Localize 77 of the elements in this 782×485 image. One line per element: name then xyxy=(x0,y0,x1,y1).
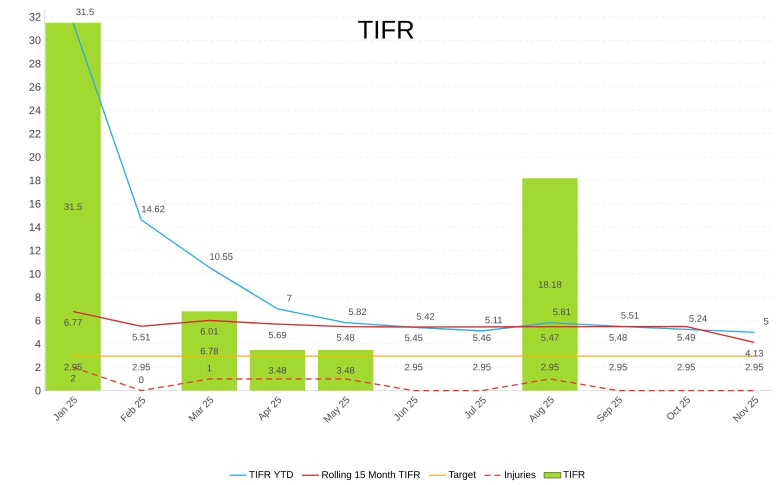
data-label: 5 xyxy=(764,318,768,325)
data-label: 2 xyxy=(70,375,76,382)
x-tick-label: Aug 25 xyxy=(530,396,554,423)
y-tick-label: 4 xyxy=(35,340,41,348)
data-label: 0 xyxy=(138,376,144,384)
data-label: 1 xyxy=(207,365,212,372)
data-label: 5.69 xyxy=(268,332,286,339)
data-label: 4.13 xyxy=(745,350,764,357)
y-tick-label: 2 xyxy=(36,364,40,372)
y-tick-label: 30 xyxy=(29,36,41,44)
data-label: 3.48 xyxy=(268,367,286,374)
y-tick-label: 20 xyxy=(29,153,41,162)
bar xyxy=(250,350,306,391)
data-label: 5.48 xyxy=(609,334,627,342)
data-label: 6.78 xyxy=(200,348,218,355)
data-label: 5.47 xyxy=(541,334,559,342)
x-tick-label: Jan 25 xyxy=(54,396,77,421)
data-label: 7 xyxy=(287,294,292,302)
data-label: 31.5 xyxy=(64,204,82,210)
data-label: 5.82 xyxy=(348,308,366,316)
data-label: 2.95 xyxy=(473,364,491,371)
y-tick-label: 12 xyxy=(30,246,40,254)
data-label: 10.55 xyxy=(210,253,233,260)
data-label: 2.95 xyxy=(678,364,695,371)
y-tick-label: 32 xyxy=(29,13,40,21)
x-tick-label: Apr 25 xyxy=(258,396,282,422)
data-label: 5.11 xyxy=(485,316,502,324)
data-label: 5.46 xyxy=(473,334,491,342)
legend-label: Injuries xyxy=(504,471,536,480)
x-tick-label: Sep 25 xyxy=(597,396,622,422)
legend-label: TIFR YTD xyxy=(249,471,293,478)
data-label: 2.95 xyxy=(405,364,422,371)
bar xyxy=(522,178,578,391)
y-tick-label: 26 xyxy=(29,83,41,92)
data-label: 3.48 xyxy=(336,367,354,374)
y-tick-label: 24 xyxy=(29,106,41,114)
data-label: 2.95 xyxy=(64,364,82,371)
data-label: 5.51 xyxy=(132,334,150,341)
legend-label: Rolling 15 Month TIFR xyxy=(322,471,420,480)
legend-label: Target xyxy=(448,471,476,480)
data-label: 2.95 xyxy=(609,364,627,371)
y-tick-label: 6 xyxy=(36,316,41,325)
y-tick-label: 22 xyxy=(29,130,40,138)
chart-title: TIFR xyxy=(358,21,414,39)
data-label: 5.81 xyxy=(553,308,571,316)
data-label: 6.01 xyxy=(200,328,218,335)
y-tick-label: 0 xyxy=(35,386,41,395)
bar xyxy=(182,312,238,391)
data-label: 5.45 xyxy=(404,334,422,342)
y-tick-label: 8 xyxy=(35,294,41,302)
data-label: 5.48 xyxy=(336,334,354,342)
x-tick-label: Nov 25 xyxy=(732,396,758,422)
x-tick-label: Mar 25 xyxy=(188,396,214,422)
bar xyxy=(318,350,374,391)
x-tick-label: May 25 xyxy=(323,396,350,424)
data-label: 5.24 xyxy=(689,315,707,322)
y-tick-label: 16 xyxy=(30,200,41,208)
data-label: 2.95 xyxy=(132,364,150,371)
legend-label: TIFR xyxy=(563,471,585,478)
bar xyxy=(45,22,101,391)
data-label: 2.95 xyxy=(541,364,559,371)
x-tick-label: Feb 25 xyxy=(120,396,146,422)
y-tick-label: 14 xyxy=(30,224,41,232)
data-label: 18.18 xyxy=(538,281,562,288)
y-tick-label: 28 xyxy=(29,60,41,68)
data-label: 14.62 xyxy=(142,206,164,213)
y-tick-label: 10 xyxy=(30,270,41,278)
data-label: 5.51 xyxy=(621,312,639,319)
x-tick-label: Jun 25 xyxy=(394,396,418,421)
data-label: 31.5 xyxy=(76,8,94,16)
data-label: 5.42 xyxy=(416,313,434,320)
y-tick-label: 18 xyxy=(30,176,41,184)
x-tick-label: Oct 25 xyxy=(667,396,690,420)
data-label: 6.77 xyxy=(64,319,82,326)
data-label: 5.49 xyxy=(677,334,695,341)
data-label: 2.95 xyxy=(746,364,764,371)
x-tick-label: Jul 25 xyxy=(464,396,486,419)
